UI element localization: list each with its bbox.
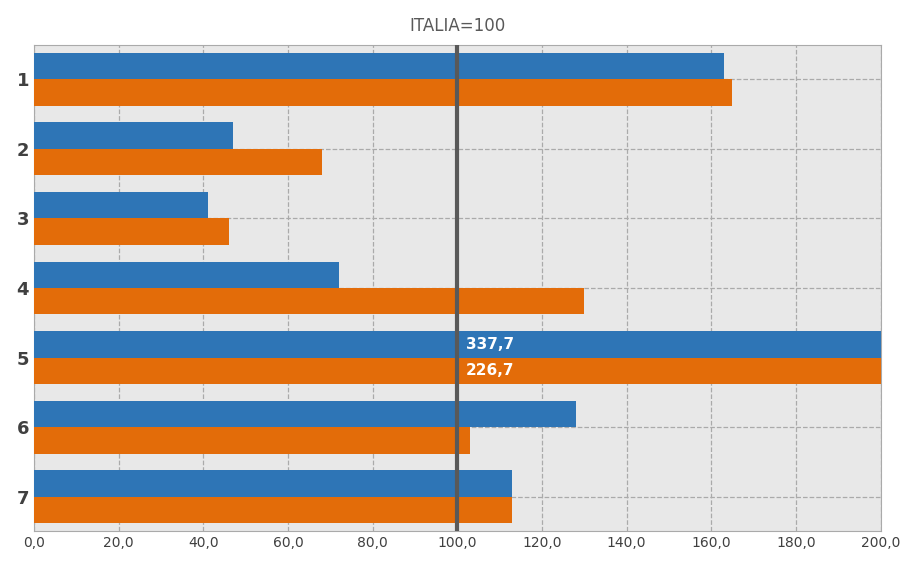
Bar [34,331,917,358]
Bar [34,79,733,106]
Text: 226,7: 226,7 [466,363,514,378]
Bar [34,497,513,523]
Bar [34,261,338,288]
Bar [34,427,470,454]
Bar [34,218,228,245]
Bar [34,288,584,315]
Bar [34,401,576,427]
Title: ITALIA=100: ITALIA=100 [409,16,505,35]
Bar [34,192,207,218]
Bar [34,122,233,149]
Bar [34,470,513,497]
Bar [34,358,917,384]
Text: 337,7: 337,7 [466,337,514,352]
Bar [34,149,322,175]
Bar [34,53,724,79]
